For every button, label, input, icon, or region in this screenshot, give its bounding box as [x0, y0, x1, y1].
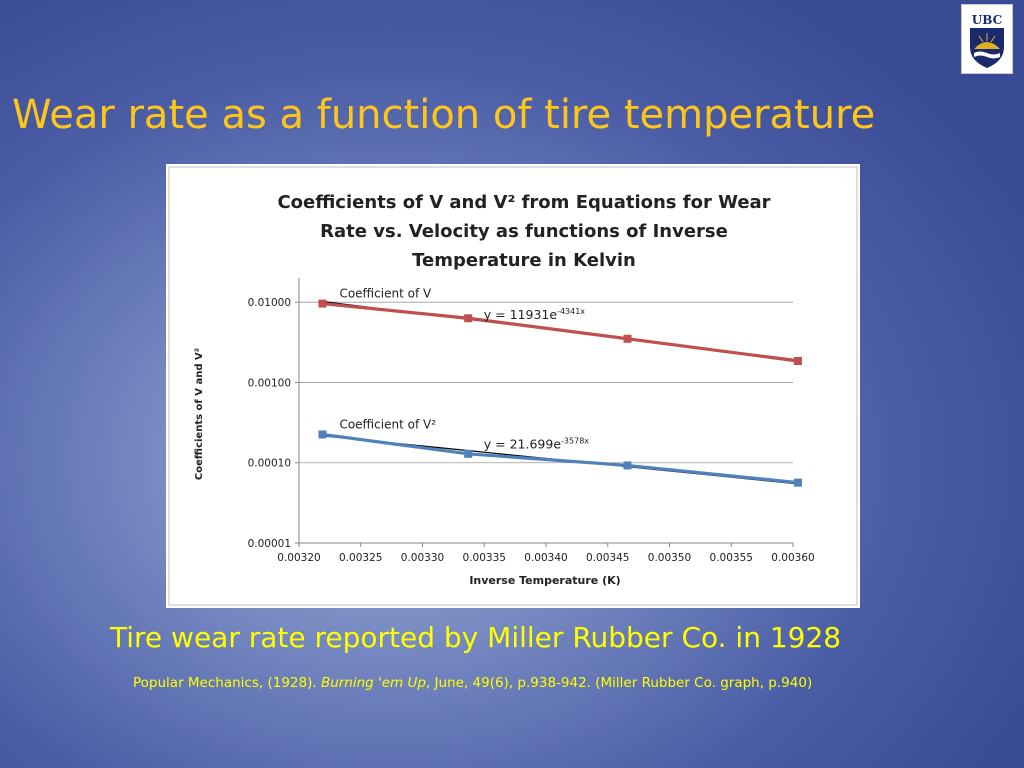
citation-article-title: Burning 'em Up: [320, 675, 426, 691]
chart-title-line-2: Rate vs. Velocity as functions of Invers…: [320, 221, 728, 242]
data-point-1: [318, 299, 327, 308]
citation-source: Popular Mechanics, (1928).: [133, 675, 321, 691]
data-point-1: [623, 334, 632, 343]
data-point-2: [623, 461, 632, 470]
series-line-1: [322, 301, 799, 363]
x-tick-label: 0.00320: [277, 552, 320, 564]
y-axis-label: Coefficients of V and V²: [194, 348, 205, 480]
x-tick-label: 0.00325: [339, 552, 382, 564]
series-label-1: Coefficient of V: [339, 287, 432, 301]
chart: Coefficients of V and V² from Equations …: [168, 166, 858, 606]
data-point-2: [318, 430, 327, 439]
chart-border: [168, 166, 858, 606]
ubc-logo: UBC: [961, 4, 1013, 74]
data-point-2: [464, 449, 473, 458]
x-tick-label: 0.00355: [710, 552, 753, 564]
x-tick-label: 0.00360: [771, 552, 814, 564]
x-axis-label: Inverse Temperature (K): [469, 574, 620, 587]
chart-title-line-3: Temperature in Kelvin: [412, 250, 636, 271]
x-tick-label: 0.00345: [586, 552, 629, 564]
citation: Popular Mechanics, (1928). Burning 'em U…: [133, 675, 973, 691]
y-tick-label: 0.00010: [248, 458, 291, 470]
caption: Tire wear rate reported by Miller Rubber…: [110, 621, 842, 654]
x-tick-label: 0.00330: [401, 552, 444, 564]
series-label-2: Coefficient of V²: [339, 417, 436, 431]
y-tick-label: 0.00100: [248, 377, 291, 389]
x-tick-label: 0.00340: [524, 552, 567, 564]
series-line-2: [322, 432, 799, 485]
x-tick-label: 0.00335: [463, 552, 506, 564]
chart-container: Coefficients of V and V² from Equations …: [166, 164, 860, 608]
logo-text: UBC: [972, 13, 1002, 27]
y-tick-label: 0.00001: [248, 538, 291, 550]
y-tick-label: 0.01000: [248, 297, 291, 309]
citation-details: , June, 49(6), p.938-942. (Miller Rubber…: [425, 675, 813, 691]
slide-title: Wear rate as a function of tire temperat…: [12, 92, 876, 138]
data-point-1: [793, 356, 802, 365]
data-point-2: [793, 478, 802, 487]
x-tick-label: 0.00350: [648, 552, 691, 564]
chart-title-line-1: Coefficients of V and V² from Equations …: [277, 192, 770, 213]
data-point-1: [464, 314, 473, 323]
